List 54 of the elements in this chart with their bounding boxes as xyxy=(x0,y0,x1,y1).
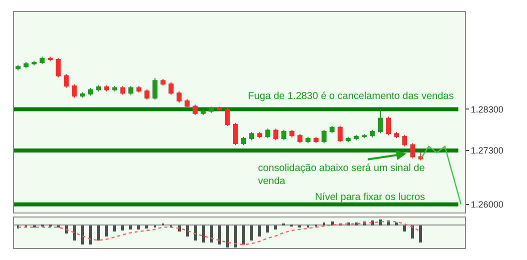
y-tick-label: 1.27300 xyxy=(470,146,504,156)
candlestick xyxy=(346,136,351,143)
candlestick xyxy=(370,129,375,138)
candlestick xyxy=(56,57,61,78)
candlestick xyxy=(410,142,416,159)
y-tick-label: 1.28300 xyxy=(470,104,504,114)
candlestick xyxy=(40,56,45,65)
candlestick xyxy=(249,131,254,141)
candlestick xyxy=(24,62,29,69)
candlestick xyxy=(216,106,222,112)
candlestick xyxy=(394,131,400,139)
candlestick xyxy=(96,84,102,92)
candlestick xyxy=(160,78,166,86)
candlestick xyxy=(233,122,238,146)
candlestick xyxy=(208,106,214,114)
candlestick xyxy=(112,86,118,92)
candlestick xyxy=(378,108,383,134)
candlestick xyxy=(184,98,190,108)
annotation: consolidação abaixo será um sinal de venda xyxy=(258,163,426,187)
candlestick xyxy=(314,136,318,144)
candlestick xyxy=(257,131,262,139)
candlestick xyxy=(144,88,150,100)
candlestick xyxy=(338,125,343,143)
candlestick xyxy=(265,128,270,139)
candlestick xyxy=(224,107,230,127)
candlestick xyxy=(386,116,391,136)
candlestick xyxy=(104,84,110,92)
candlestick xyxy=(241,136,246,146)
candlestick xyxy=(362,134,367,139)
candlestick xyxy=(192,104,198,116)
candlestick xyxy=(32,60,37,66)
candlestick xyxy=(168,82,174,96)
candlestick xyxy=(330,125,335,134)
annotation: Nível para fixar os lucros xyxy=(315,192,426,203)
candlestick xyxy=(289,129,294,138)
candlestick xyxy=(297,134,302,144)
annotation: Fuga de 1.2830 é o cancelamento das vendas xyxy=(248,91,454,102)
candlestick xyxy=(72,84,77,98)
candlestick xyxy=(64,74,69,88)
candlestick xyxy=(402,134,408,147)
y-tick-label: 1.26000 xyxy=(470,199,504,210)
candlestick xyxy=(322,129,327,144)
candlestick xyxy=(152,78,158,100)
candlestick xyxy=(354,134,359,141)
candlestick xyxy=(16,64,20,71)
candlestick xyxy=(305,136,310,144)
candlestick xyxy=(281,129,286,141)
candlestick xyxy=(176,90,182,104)
candlestick xyxy=(88,88,93,96)
candlestick xyxy=(80,92,85,98)
candlestick xyxy=(200,109,206,116)
candlestick xyxy=(128,86,134,96)
candlestick xyxy=(120,86,126,96)
candlestick xyxy=(136,86,142,94)
